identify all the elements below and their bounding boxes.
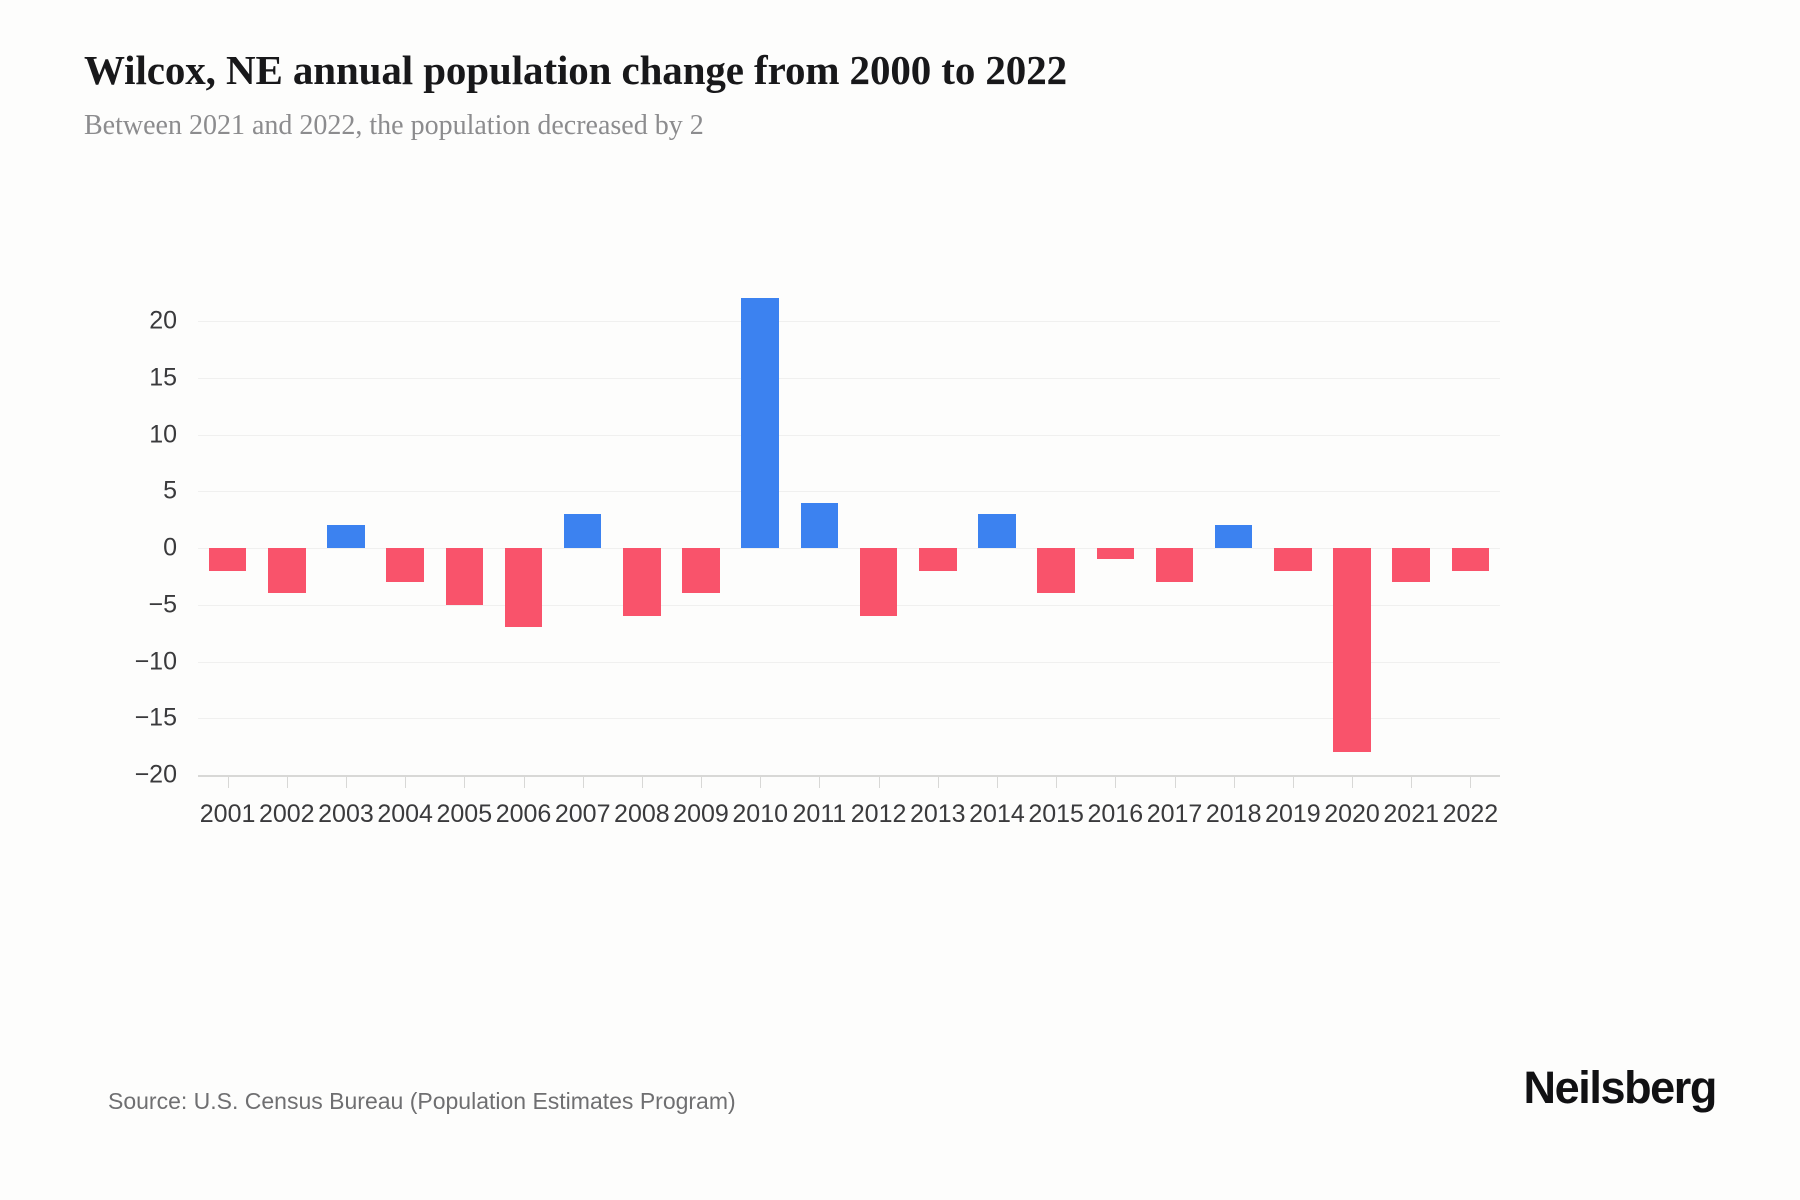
x-axis-tick — [760, 777, 762, 788]
x-axis-tick — [641, 777, 643, 788]
bar-2002[interactable] — [267, 548, 306, 594]
gridline — [198, 321, 1500, 323]
bar-2004[interactable] — [386, 548, 424, 583]
x-axis-ticks — [198, 777, 1500, 789]
x-axis-tick-label: 2022 — [1442, 800, 1499, 828]
y-axis-tick-label: −5 — [148, 590, 177, 619]
y-axis-tick-label: −15 — [134, 703, 177, 732]
x-axis-tick — [1352, 777, 1354, 788]
bar-2013[interactable] — [918, 548, 957, 571]
y-axis-labels: 20 15 10 5 0 −5 −10 −15 −20 — [0, 287, 178, 789]
x-axis-tick — [1115, 777, 1117, 788]
x-axis-tick-label: 2007 — [554, 800, 611, 828]
bar-2020[interactable] — [1333, 548, 1371, 753]
x-axis-tick — [1292, 777, 1294, 788]
gridline — [198, 548, 1500, 550]
x-axis-line — [198, 775, 1500, 777]
bar-2012[interactable] — [859, 548, 898, 617]
bar-2003[interactable] — [327, 525, 365, 548]
y-axis-tick-label: 10 — [149, 420, 177, 449]
y-axis-tick-label: −20 — [134, 760, 177, 789]
x-axis-tick-label: 2020 — [1324, 800, 1380, 828]
gridline — [198, 718, 1500, 720]
y-axis-tick-label: 5 — [163, 476, 177, 505]
x-axis-tick-label: 2016 — [1087, 800, 1144, 828]
chart-header: Wilcox, NE annual population change from… — [84, 47, 1724, 142]
bar-2007[interactable] — [563, 513, 602, 548]
bar-2006[interactable] — [504, 548, 543, 628]
x-axis-tick-label: 2003 — [318, 800, 374, 828]
x-axis-tick — [1411, 777, 1413, 788]
x-axis-tick — [878, 777, 880, 788]
x-axis-tick-label: 2001 — [199, 800, 256, 828]
x-axis-tick — [345, 777, 347, 788]
plot-area — [198, 287, 1500, 777]
x-axis-tick — [1233, 777, 1235, 788]
x-axis-tick-label: 2013 — [909, 800, 966, 828]
bar-2021[interactable] — [1392, 548, 1430, 583]
x-axis-tick-label: 2004 — [377, 800, 433, 828]
x-axis-tick-label: 2002 — [258, 800, 315, 828]
y-axis-tick-label: 0 — [163, 533, 177, 562]
x-axis-labels: 2001 2002 2003 2004 2005 2006 2007 2008 2009 2010… — [198, 800, 1500, 850]
gridline — [198, 661, 1500, 663]
y-axis-tick-label: 20 — [149, 306, 177, 335]
brand-logo: Neilsberg — [1523, 1062, 1718, 1113]
bar-2011[interactable] — [800, 502, 839, 549]
chart-subtitle: Between 2021 and 2022, the population de… — [84, 109, 704, 141]
bar-2010[interactable] — [741, 298, 779, 549]
x-axis-tick-label: 2011 — [792, 800, 847, 828]
x-axis-tick — [996, 777, 998, 788]
x-axis-tick — [1174, 777, 1176, 788]
bar-2005[interactable] — [445, 548, 484, 605]
y-axis-tick-label: −10 — [134, 647, 177, 675]
x-axis-tick-label: 2018 — [1205, 800, 1262, 828]
gridline — [198, 491, 1500, 493]
x-axis-tick — [405, 777, 407, 788]
x-axis-tick — [227, 777, 229, 788]
x-axis-tick-label: 2019 — [1265, 800, 1321, 828]
bar-2009[interactable] — [682, 548, 720, 594]
x-axis-tick — [1056, 777, 1058, 788]
x-axis-tick-label: 2021 — [1383, 800, 1440, 828]
x-axis-tick — [701, 777, 703, 788]
x-axis-tick-label: 2008 — [614, 800, 670, 828]
x-axis-tick — [819, 777, 821, 788]
x-axis-tick-label: 2009 — [673, 800, 729, 828]
gridline — [198, 434, 1500, 436]
bar-2015[interactable] — [1037, 548, 1075, 594]
x-axis-tick-label: 2006 — [495, 800, 552, 828]
x-axis-tick-label: 2010 — [732, 800, 789, 828]
x-axis-tick — [582, 777, 584, 788]
bar-2019[interactable] — [1274, 548, 1312, 571]
x-axis-tick-label: 2014 — [969, 800, 1025, 828]
bar-2018[interactable] — [1214, 525, 1253, 548]
bar-2016[interactable] — [1096, 548, 1135, 560]
x-axis-tick — [523, 777, 525, 788]
x-axis-tick-label: 2015 — [1028, 800, 1084, 828]
bar-2008[interactable] — [623, 548, 661, 617]
bar-2001[interactable] — [208, 548, 247, 571]
gridline — [198, 604, 1500, 606]
gridline — [198, 377, 1500, 379]
x-axis-tick — [286, 777, 288, 788]
x-axis-tick-label: 2012 — [850, 800, 907, 828]
x-axis-tick — [464, 777, 466, 788]
source-note: Source: U.S. Census Bureau (Population E… — [108, 1088, 736, 1114]
x-axis-tick-label: 2005 — [436, 800, 493, 828]
bar-2014[interactable] — [978, 513, 1016, 548]
bar-2017[interactable] — [1155, 548, 1194, 583]
page-title: Wilcox, NE annual population change from… — [84, 47, 1068, 93]
x-axis-tick — [937, 777, 939, 788]
x-axis-tick — [1470, 777, 1472, 788]
x-axis-tick-label: 2017 — [1146, 800, 1203, 828]
bar-2022[interactable] — [1451, 548, 1490, 571]
y-axis-tick-label: 15 — [149, 363, 177, 392]
